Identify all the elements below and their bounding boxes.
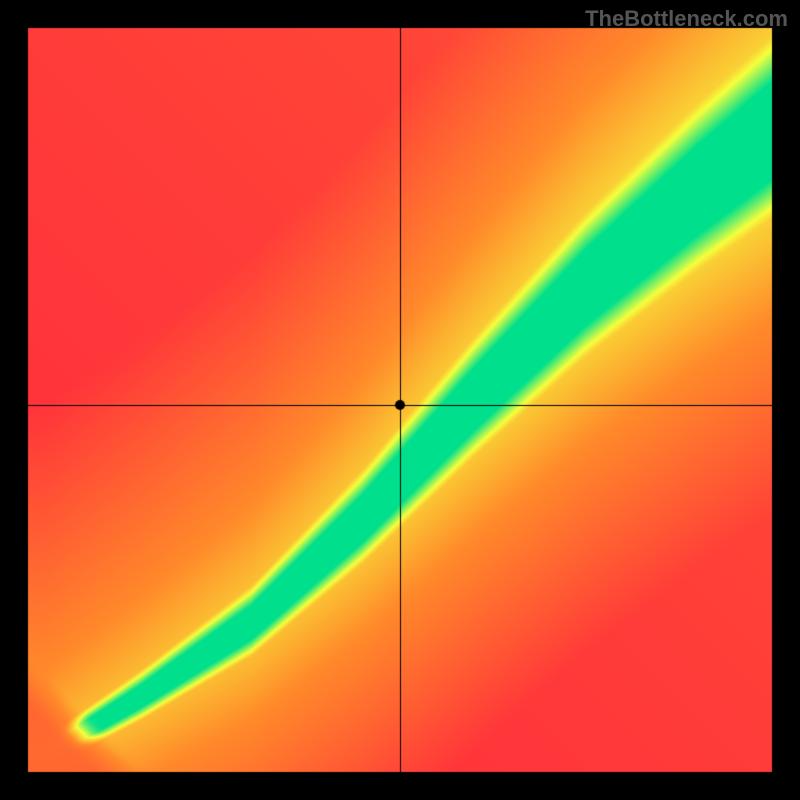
chart-container: TheBottleneck.com bbox=[0, 0, 800, 800]
bottleneck-heatmap bbox=[0, 0, 800, 800]
